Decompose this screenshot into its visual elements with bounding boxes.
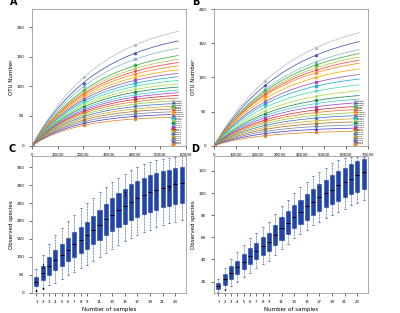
PathPatch shape <box>229 266 233 280</box>
PathPatch shape <box>66 238 70 261</box>
PathPatch shape <box>148 175 152 212</box>
PathPatch shape <box>248 249 252 264</box>
Text: A: A <box>10 0 18 7</box>
PathPatch shape <box>216 283 220 289</box>
PathPatch shape <box>123 189 127 223</box>
PathPatch shape <box>173 168 177 204</box>
PathPatch shape <box>116 193 120 227</box>
PathPatch shape <box>324 180 328 208</box>
X-axis label: Number of samples: Number of samples <box>82 307 136 312</box>
Legend: QTBB1, QTBB2, QTBB3, QTB1, QTB2, QTB3, QTBB11, QTBB12, QTBB14, QTS01, QTS11, QTS: QTBB1, QTBB2, QTBB3, QTB1, QTB2, QTB3, Q… <box>353 100 368 145</box>
PathPatch shape <box>34 276 38 286</box>
PathPatch shape <box>129 184 133 220</box>
PathPatch shape <box>336 171 340 201</box>
PathPatch shape <box>349 164 353 194</box>
Y-axis label: OTU Number: OTU Number <box>9 60 14 95</box>
PathPatch shape <box>53 250 58 270</box>
Text: D: D <box>191 144 199 154</box>
PathPatch shape <box>223 274 227 285</box>
PathPatch shape <box>85 222 89 249</box>
PathPatch shape <box>254 243 258 259</box>
Text: C: C <box>9 144 16 154</box>
PathPatch shape <box>242 254 246 269</box>
PathPatch shape <box>298 200 302 224</box>
PathPatch shape <box>311 189 315 215</box>
PathPatch shape <box>260 237 265 255</box>
PathPatch shape <box>41 266 45 280</box>
PathPatch shape <box>142 178 146 214</box>
PathPatch shape <box>110 198 114 231</box>
Legend: QTBB1, QTBB2, QTBB3, QTBJ1, QTBJ2, QTBJ4, QTBB11, QTBB12, QTBB15, QTS01, QTS13, : QTBB1, QTBB2, QTBB3, QTBJ1, QTBJ2, QTBJ4… <box>171 100 186 145</box>
PathPatch shape <box>104 204 108 235</box>
PathPatch shape <box>98 210 102 240</box>
Text: B: B <box>192 0 200 7</box>
PathPatch shape <box>160 171 165 208</box>
PathPatch shape <box>280 218 284 239</box>
PathPatch shape <box>292 205 296 228</box>
PathPatch shape <box>47 257 51 275</box>
PathPatch shape <box>72 233 76 257</box>
PathPatch shape <box>135 181 140 217</box>
PathPatch shape <box>91 216 95 244</box>
PathPatch shape <box>154 173 158 209</box>
PathPatch shape <box>180 167 184 203</box>
Y-axis label: OTU Number: OTU Number <box>191 60 196 95</box>
X-axis label: Number of samples: Number of samples <box>264 307 318 312</box>
PathPatch shape <box>273 225 277 245</box>
PathPatch shape <box>305 194 309 220</box>
PathPatch shape <box>362 159 366 189</box>
PathPatch shape <box>286 211 290 234</box>
PathPatch shape <box>317 184 322 211</box>
PathPatch shape <box>167 170 171 206</box>
Y-axis label: Observed species: Observed species <box>191 200 196 249</box>
PathPatch shape <box>342 167 347 198</box>
PathPatch shape <box>60 244 64 266</box>
PathPatch shape <box>355 161 359 192</box>
PathPatch shape <box>235 260 240 274</box>
PathPatch shape <box>78 227 83 253</box>
Y-axis label: Observed species: Observed species <box>9 200 14 249</box>
PathPatch shape <box>267 233 271 251</box>
PathPatch shape <box>330 175 334 204</box>
